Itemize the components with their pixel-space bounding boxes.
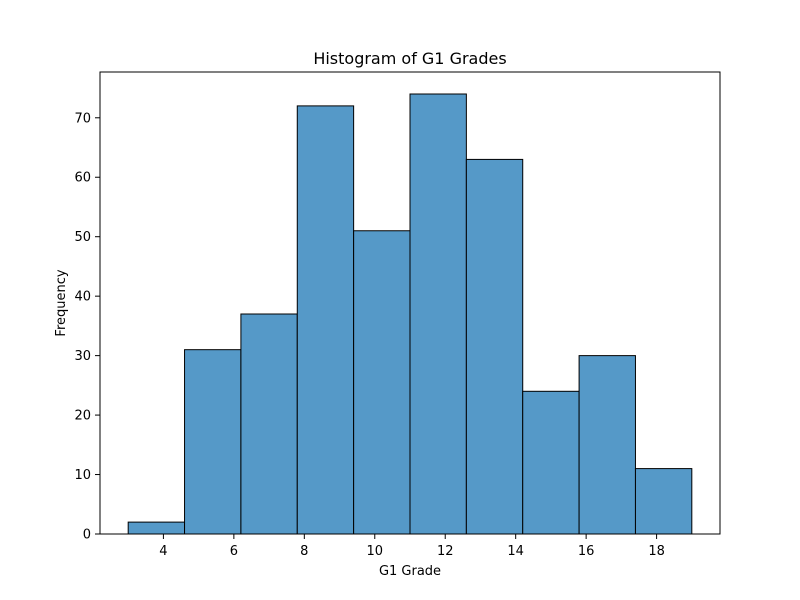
histogram-bar (127, 521, 186, 535)
y-tick-label: 20 (74, 409, 91, 424)
x-tick-label: 10 (366, 544, 383, 559)
y-tick-label: 30 (74, 349, 91, 364)
histogram-bar (465, 158, 524, 535)
x-axis-label: G1 Grade (379, 564, 441, 579)
x-tick-label: 16 (578, 544, 595, 559)
x-tick-label: 14 (507, 544, 524, 559)
bars-group (127, 93, 693, 535)
y-axis-ticks: 0 10 20 30 40 50 60 70 (74, 111, 100, 543)
y-tick-label: 40 (74, 290, 91, 305)
histogram-bar (353, 230, 411, 535)
histogram-bar (240, 313, 298, 535)
y-tick-label: 70 (74, 111, 91, 126)
x-tick-label: 12 (437, 544, 454, 559)
histogram-bar (409, 93, 467, 535)
y-axis-label: Frequency (54, 269, 69, 336)
x-axis-ticks: 4 6 8 10 12 14 16 18 (159, 534, 665, 559)
chart-title: Histogram of G1 Grades (313, 49, 506, 68)
histogram-bar (578, 355, 636, 535)
y-tick-label: 10 (74, 468, 91, 483)
y-tick-label: 0 (83, 528, 91, 543)
x-tick-label: 4 (159, 544, 167, 559)
y-tick-label: 60 (74, 171, 91, 186)
x-tick-label: 18 (648, 544, 665, 559)
histogram-bar (634, 468, 693, 535)
axes-frame (99, 71, 721, 535)
histogram-bar (296, 105, 355, 535)
y-tick-label: 50 (74, 230, 91, 245)
x-tick-label: 6 (230, 544, 238, 559)
x-tick-label: 8 (300, 544, 308, 559)
histogram-bar (522, 390, 580, 535)
histogram-bar (184, 349, 242, 535)
